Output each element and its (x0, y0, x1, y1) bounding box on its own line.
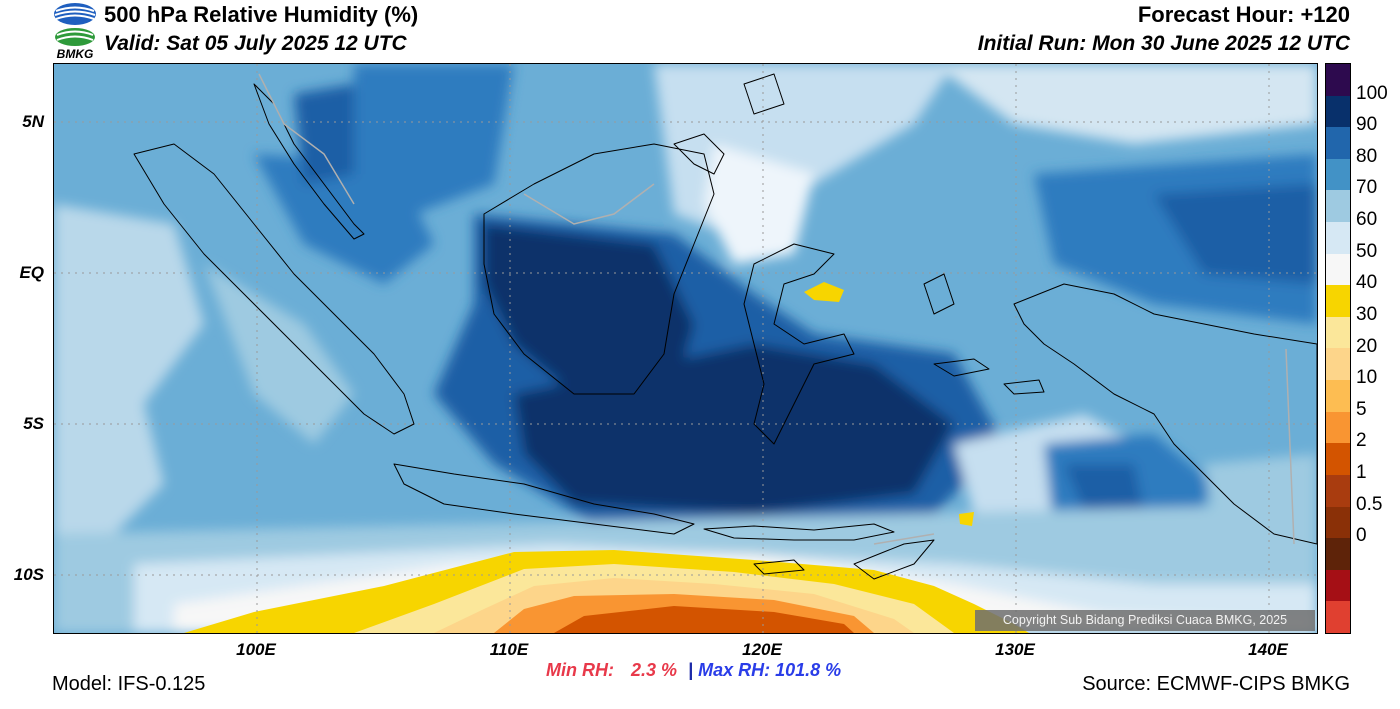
colorbar-label: 50 (1356, 240, 1378, 262)
colorbar-label: 70 (1356, 177, 1378, 199)
model-name: Model: IFS-0.125 (52, 673, 206, 695)
colorbar-swatch (1326, 253, 1350, 286)
rh-stats: Min RH: 2.3 % | Max RH: 101.8 % (546, 660, 841, 681)
valid-time: Valid: Sat 05 July 2025 12 UTC (104, 32, 407, 55)
lon-label-110e: 110E (489, 640, 529, 659)
colorbar-label: 30 (1356, 303, 1378, 325)
colorbar-swatch (1326, 190, 1350, 223)
bmkg-logo: BMKG (52, 2, 98, 61)
colorbar-swatch (1326, 474, 1350, 507)
colorbar-label: 5 (1356, 398, 1367, 420)
colorbar-label: 2 (1356, 430, 1367, 452)
colorbar-label: 80 (1356, 145, 1378, 167)
lat-label-5s: 5S (23, 414, 44, 433)
colorbar-label: 1 (1356, 461, 1367, 483)
colorbar-label: 0.5 (1356, 493, 1383, 515)
lon-label-130e: 130E (995, 640, 1035, 659)
colorbar-swatch (1326, 158, 1350, 191)
colorbar-swatch (1326, 443, 1350, 475)
colorbar-label: 90 (1356, 114, 1378, 136)
lon-label-120e: 120E (742, 640, 782, 659)
lat-label-eq: EQ (19, 263, 44, 282)
min-rh-label: Min RH: (546, 660, 614, 680)
colorbar (1325, 63, 1351, 634)
colorbar-label: 20 (1356, 335, 1378, 357)
copyright-notice: Copyright Sub Bidang Prediksi Cuaca BMKG… (975, 610, 1315, 631)
data-source: Source: ECMWF-CIPS BMKG (1082, 673, 1350, 695)
colorbar-swatch (1326, 95, 1350, 128)
initial-run: Initial Run: Mon 30 June 2025 12 UTC (977, 32, 1350, 55)
colorbar-swatch (1326, 348, 1350, 381)
colorbar-swatch (1326, 64, 1350, 96)
colorbar-label: 40 (1356, 272, 1378, 294)
logo-text: BMKG (56, 47, 94, 61)
humidity-map (53, 63, 1318, 634)
forecast-hour: Forecast Hour: +120 (1137, 2, 1350, 27)
min-rh-value: 2.3 % (631, 660, 678, 680)
max-rh-label: Max RH: 101.8 % (698, 660, 842, 680)
colorbar-label: 100 (1356, 82, 1388, 104)
colorbar-swatch (1326, 569, 1350, 602)
colorbar-swatch (1326, 222, 1350, 254)
colorbar-label: 10 (1356, 367, 1378, 389)
map-title: 500 hPa Relative Humidity (%) (104, 2, 419, 27)
colorbar-swatch (1326, 601, 1350, 633)
colorbar-swatch (1326, 538, 1350, 570)
colorbar-swatch (1326, 506, 1350, 539)
colorbar-swatch (1326, 127, 1350, 159)
lat-label-10s: 10S (13, 565, 44, 584)
lon-label-100e: 100E (236, 640, 276, 659)
colorbar-swatch (1326, 316, 1350, 349)
stats-separator: | (688, 660, 694, 680)
colorbar-label: 0 (1356, 525, 1367, 547)
colorbar-swatch (1326, 285, 1350, 317)
colorbar-label: 60 (1356, 209, 1378, 231)
colorbar-swatch (1326, 411, 1350, 444)
lon-label-140e: 140E (1248, 640, 1288, 659)
lat-label-5n: 5N (22, 112, 44, 131)
colorbar-swatch (1326, 380, 1350, 412)
humidity-field (54, 64, 1317, 633)
